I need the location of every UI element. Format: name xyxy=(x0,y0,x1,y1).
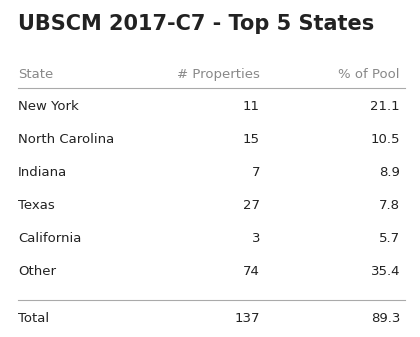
Text: UBSCM 2017-C7 - Top 5 States: UBSCM 2017-C7 - Top 5 States xyxy=(18,14,374,34)
Text: 15: 15 xyxy=(243,133,260,146)
Text: New York: New York xyxy=(18,100,79,113)
Text: 5.7: 5.7 xyxy=(379,232,400,245)
Text: 89.3: 89.3 xyxy=(370,312,400,325)
Text: 7.8: 7.8 xyxy=(379,199,400,212)
Text: 21.1: 21.1 xyxy=(370,100,400,113)
Text: Texas: Texas xyxy=(18,199,55,212)
Text: # Properties: # Properties xyxy=(177,68,260,81)
Text: 74: 74 xyxy=(243,265,260,278)
Text: 7: 7 xyxy=(252,166,260,179)
Text: 10.5: 10.5 xyxy=(370,133,400,146)
Text: 11: 11 xyxy=(243,100,260,113)
Text: Total: Total xyxy=(18,312,49,325)
Text: State: State xyxy=(18,68,53,81)
Text: 8.9: 8.9 xyxy=(379,166,400,179)
Text: Indiana: Indiana xyxy=(18,166,67,179)
Text: 137: 137 xyxy=(234,312,260,325)
Text: California: California xyxy=(18,232,81,245)
Text: Other: Other xyxy=(18,265,56,278)
Text: % of Pool: % of Pool xyxy=(339,68,400,81)
Text: 3: 3 xyxy=(252,232,260,245)
Text: North Carolina: North Carolina xyxy=(18,133,114,146)
Text: 35.4: 35.4 xyxy=(370,265,400,278)
Text: 27: 27 xyxy=(243,199,260,212)
